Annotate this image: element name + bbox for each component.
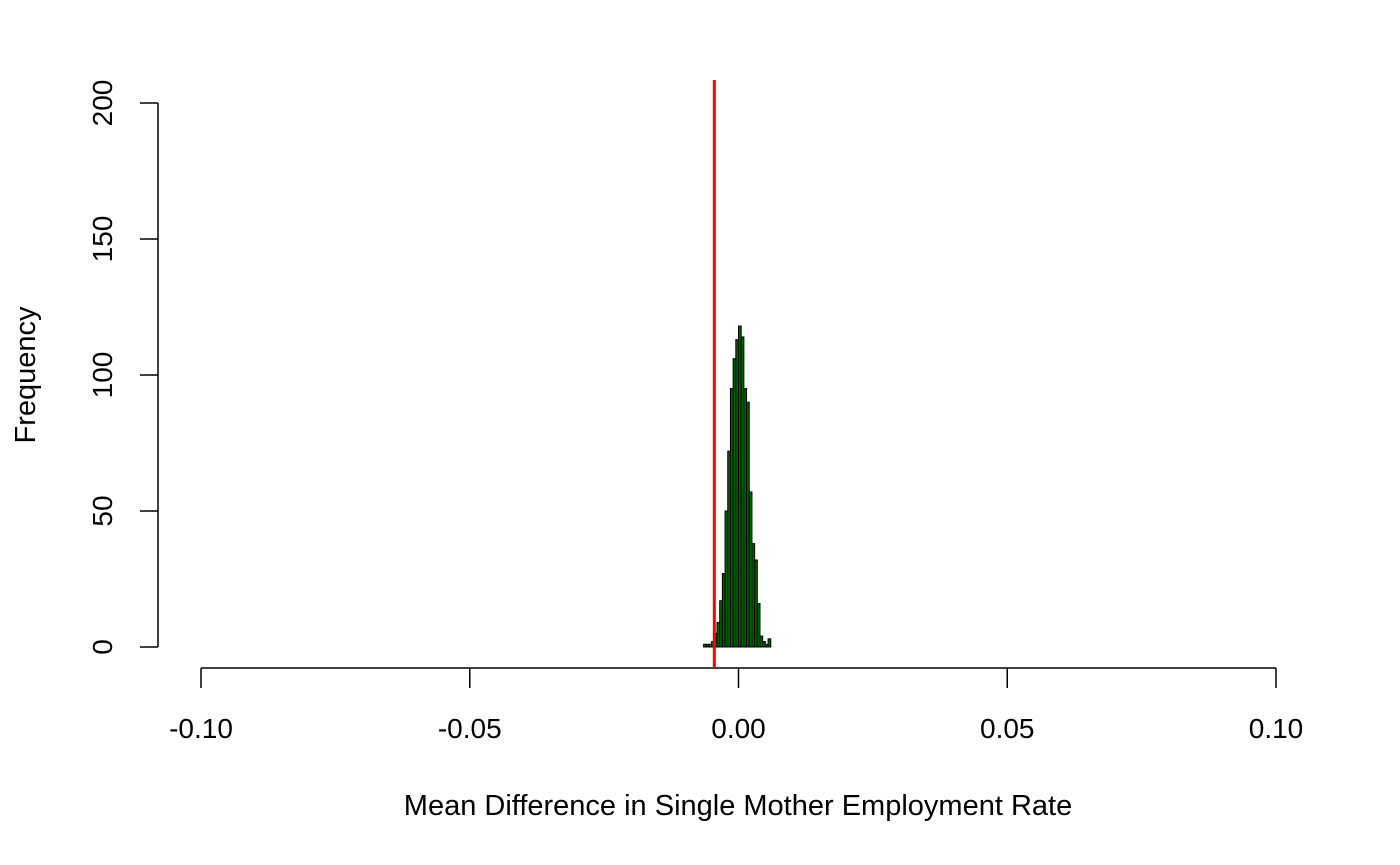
y-tick-label: 50: [87, 495, 118, 526]
y-tick-label: 200: [87, 80, 118, 127]
x-tick-label: -0.05: [438, 713, 502, 744]
y-tick-label: 150: [87, 216, 118, 263]
y-tick-label: 100: [87, 352, 118, 399]
x-axis-label: Mean Difference in Single Mother Employm…: [404, 790, 1072, 822]
histogram-bar: [756, 602, 761, 648]
x-axis: -0.10 -0.05 0.00 0.05 0.10: [169, 667, 1304, 744]
histogram-bars: [703, 325, 772, 648]
y-axis: 0 50 100 150 200: [87, 80, 159, 655]
x-tick-label: 0.10: [1249, 713, 1304, 744]
y-tick-label: 0: [87, 639, 118, 655]
x-tick-label: -0.10: [169, 713, 233, 744]
x-tick-label: 0.05: [980, 713, 1035, 744]
x-tick-label: 0.00: [711, 713, 766, 744]
y-axis-label: Frequency: [10, 306, 42, 444]
histogram-bar: [767, 638, 772, 648]
